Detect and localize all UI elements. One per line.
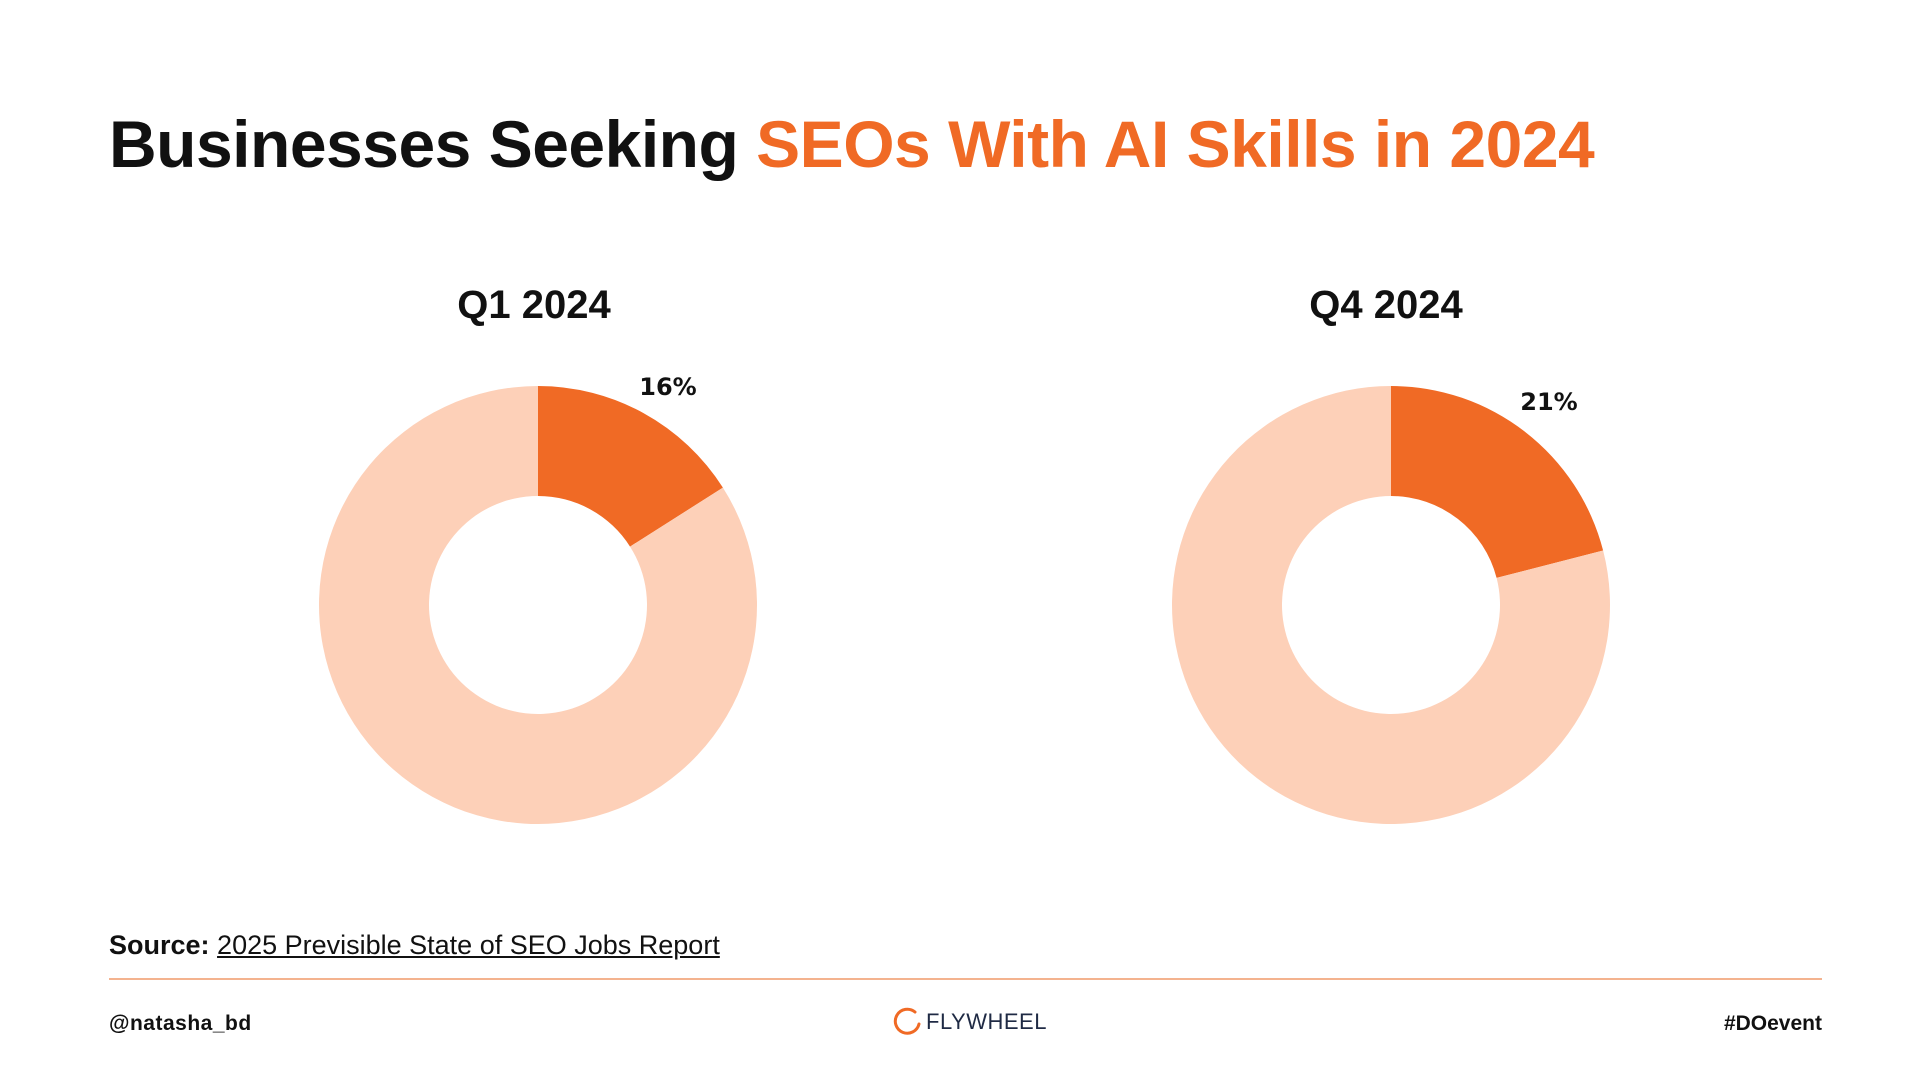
donut-chart-q1: 16% (318, 373, 757, 824)
donut-slice-1-0 (1391, 386, 1604, 578)
donut-slice-0-1 (318, 386, 757, 824)
slice-label-0-0: 16% (639, 373, 696, 401)
chart-title-q1: Q1 2024 (457, 283, 611, 327)
donut-slice-0-0 (538, 386, 723, 547)
footer-divider (109, 978, 1822, 980)
page-title: Businesses Seeking SEOs With AI Skills i… (109, 107, 1595, 181)
slice-label-1-0: 21% (1520, 388, 1577, 416)
source-line: Source: 2025 Previsible State of SEO Job… (109, 930, 720, 961)
source-label: Source: (109, 930, 210, 960)
source-link[interactable]: 2025 Previsible State of SEO Jobs Report (217, 930, 720, 960)
title-accent: SEOs With AI Skills in 2024 (756, 107, 1595, 181)
event-hashtag: #DOevent (1723, 1012, 1822, 1035)
chart-title-q4: Q4 2024 (1309, 283, 1463, 327)
donut-slice-1-1 (1172, 386, 1610, 824)
flywheel-ring-icon (893, 1007, 921, 1035)
title-main: Businesses Seeking (109, 107, 739, 181)
donut-chart-q4: 21% (1172, 386, 1610, 824)
logo-text: FLYWHEEL (926, 1009, 1047, 1034)
author-handle: @natasha_bd (109, 1012, 252, 1035)
flywheel-logo: FLYWHEEL (893, 1006, 1047, 1038)
